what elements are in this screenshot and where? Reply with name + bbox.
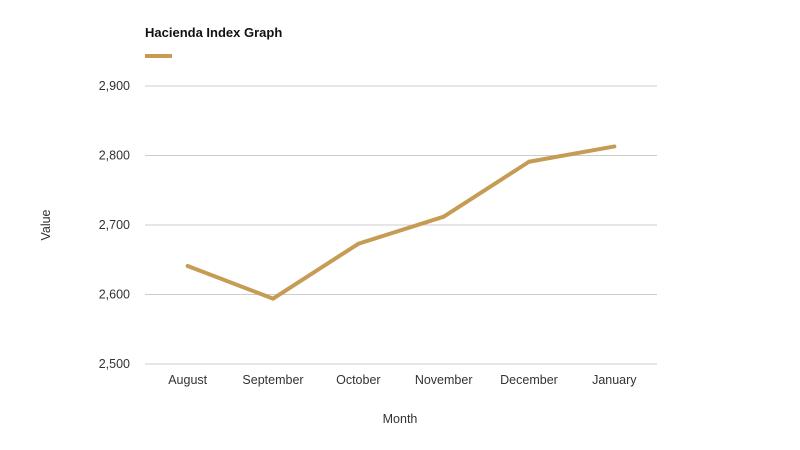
series-line (186, 144, 615, 301)
y-tick-label: 2,900 (99, 79, 130, 93)
y-axis-ticks: 2,500 2,600 2,700 2,800 2,900 (99, 79, 130, 371)
data-point (271, 296, 275, 301)
x-tick-label: January (592, 373, 637, 387)
y-tick-label: 2,800 (99, 149, 130, 163)
x-axis-ticks: August September October November December Ja… (168, 373, 637, 387)
x-tick-label: December (500, 373, 558, 387)
y-axis-label: Value (39, 209, 53, 240)
data-point (612, 144, 617, 149)
chart-title: Hacienda Index Graph (145, 25, 283, 40)
y-tick-label: 2,700 (99, 218, 130, 232)
data-point (356, 241, 361, 246)
y-tick-label: 2,600 (99, 288, 130, 302)
x-tick-label: October (336, 373, 380, 387)
series-layer (185, 144, 617, 301)
data-point (441, 214, 446, 219)
data-point (527, 159, 531, 164)
x-tick-label: August (168, 373, 207, 387)
y-tick-label: 2,500 (99, 357, 130, 371)
x-axis-label: Month (383, 412, 418, 426)
x-tick-label: September (242, 373, 303, 387)
x-tick-label: November (415, 373, 473, 387)
data-point (185, 264, 190, 269)
legend-swatch (145, 54, 172, 58)
gridlines (145, 85, 657, 365)
